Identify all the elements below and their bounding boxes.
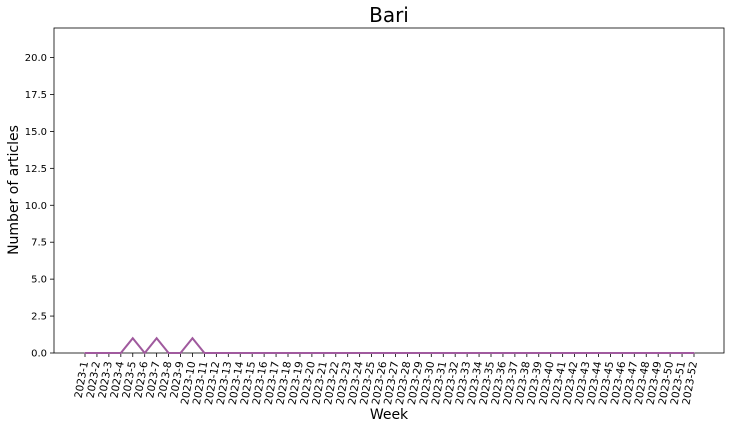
chart-title: Bari (369, 3, 409, 27)
data-point (502, 352, 504, 354)
data-point (561, 352, 564, 354)
data-point (334, 352, 337, 354)
data-point (131, 337, 134, 340)
data-point (490, 352, 492, 354)
data-point (239, 352, 242, 354)
y-tick-label: 5.0 (31, 275, 47, 286)
data-point (633, 352, 636, 354)
data-point (681, 352, 683, 354)
y-tick-label: 12.5 (25, 164, 47, 175)
data-point (454, 352, 456, 354)
data-point (227, 352, 230, 354)
data-point (96, 352, 98, 354)
y-tick-label: 20.0 (25, 53, 47, 64)
y-axis-label: Number of articles (6, 125, 22, 255)
data-point (478, 352, 480, 354)
data-point (108, 352, 110, 354)
y-tick-label: 15.0 (25, 127, 47, 138)
data-point (299, 352, 301, 354)
data-point (275, 352, 277, 354)
data-point (406, 352, 409, 354)
data-point (167, 352, 170, 354)
data-point (191, 337, 194, 340)
x-axis-label: Week (370, 407, 409, 423)
data-point (120, 352, 122, 354)
y-tick-label: 17.5 (25, 90, 47, 101)
data-point (215, 352, 218, 354)
data-point (526, 352, 528, 354)
data-point (597, 352, 600, 354)
data-point (358, 352, 361, 354)
plot-area-frame (53, 27, 725, 354)
data-point (585, 352, 588, 354)
y-axis: 0.0 2.5 5.0 7.5 10.0 12.5 15.0 17.5 20.0 (25, 53, 54, 360)
data-point (537, 352, 540, 354)
data-point (311, 352, 313, 354)
data-point (430, 352, 433, 354)
y-tick-label: 0.0 (31, 349, 47, 360)
y-tick-label: 2.5 (31, 312, 47, 323)
y-tick-label: 7.5 (31, 238, 47, 249)
data-point (143, 352, 146, 354)
data-point (645, 352, 648, 354)
data-point (155, 337, 158, 340)
data-point (287, 352, 289, 354)
data-point (179, 352, 182, 354)
data-point (263, 352, 265, 354)
data-point (442, 352, 445, 354)
data-point (418, 352, 421, 354)
data-point (251, 352, 253, 354)
series-line (85, 336, 694, 355)
data-point (84, 352, 86, 354)
data-point (203, 352, 206, 354)
data-point (346, 352, 349, 354)
x-axis: 2023-12023-22023-32023-42023-52023-62023… (73, 353, 700, 406)
data-point (693, 352, 695, 354)
data-point (514, 352, 516, 354)
data-point (394, 352, 397, 354)
data-point (466, 352, 468, 354)
data-point (669, 352, 671, 354)
data-point (573, 352, 576, 354)
data-point (657, 352, 659, 354)
data-point (609, 352, 612, 354)
series-layer (84, 336, 695, 355)
data-point (370, 352, 373, 354)
data-point (382, 352, 385, 354)
data-point (549, 352, 552, 354)
y-tick-label: 10.0 (25, 201, 47, 212)
data-point (621, 352, 624, 354)
data-point (323, 352, 325, 354)
